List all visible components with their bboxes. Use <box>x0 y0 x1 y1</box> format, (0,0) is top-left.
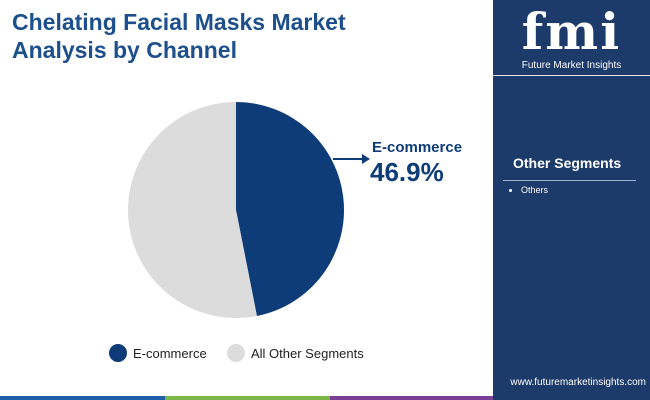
chart-title: Chelating Facial Masks Market Analysis b… <box>12 9 346 63</box>
chart: E-commerce 46.9% E-commerce All Other Seg… <box>109 102 462 362</box>
annotation-label: E-commerce <box>372 139 462 156</box>
footer-stripe <box>165 396 330 400</box>
legend-swatch <box>109 344 127 362</box>
legend-label: All Other Segments <box>251 346 364 361</box>
brand-name: Future Market Insights <box>521 60 622 71</box>
pie-slice <box>236 102 344 316</box>
side-rule <box>503 180 636 181</box>
annotation-arrowhead <box>362 154 370 164</box>
logo: fmi <box>521 2 622 61</box>
annotation-value: 46.9% <box>370 157 444 187</box>
side-item: Others <box>521 185 548 195</box>
footer-stripe <box>493 396 650 400</box>
footer-stripe <box>330 396 493 400</box>
legend-label: E-commerce <box>133 346 207 361</box>
legend-swatch <box>227 344 245 362</box>
footer-stripe <box>0 396 165 400</box>
side-heading: Other Segments <box>513 155 622 171</box>
brand-url: www.futuremarketinsights.com <box>510 377 646 388</box>
side-panel: fmi Future Market Insights Other Segment… <box>493 0 650 396</box>
divider <box>493 75 650 76</box>
side-list: Others <box>507 185 548 195</box>
pie-slice <box>128 102 257 318</box>
